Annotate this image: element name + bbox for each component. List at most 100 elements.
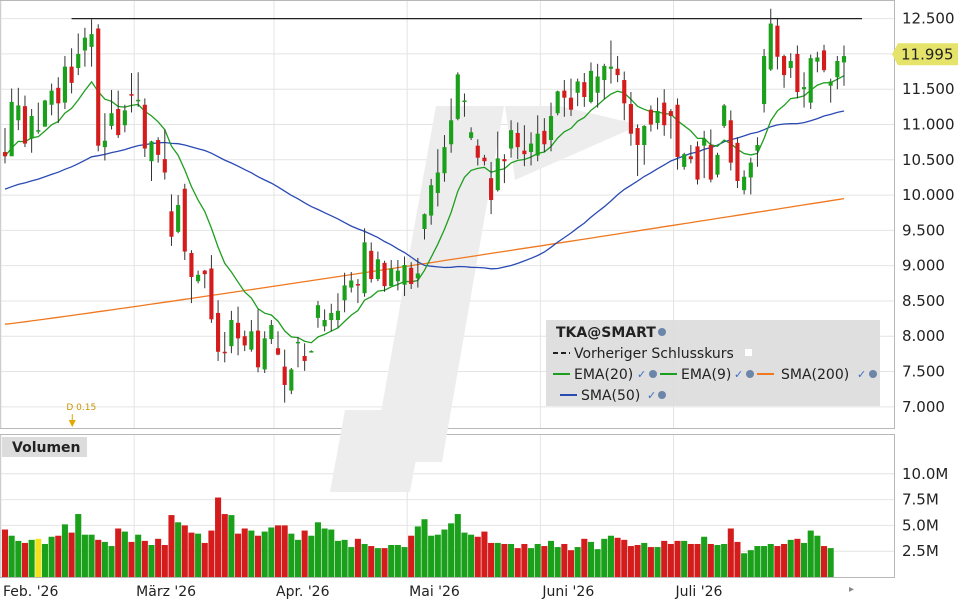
candle-body [449, 120, 454, 145]
candle-body [116, 108, 121, 136]
volume-bar [814, 535, 821, 577]
candle-body [662, 102, 667, 126]
candle-body [568, 97, 574, 110]
candle-body [355, 284, 360, 286]
candle-body [335, 310, 341, 321]
candle-body [362, 242, 367, 294]
volume-bar [781, 543, 788, 577]
candle-body [708, 144, 713, 180]
candle-body [469, 132, 474, 138]
volume-bar [634, 545, 641, 577]
volume-bar [201, 542, 208, 577]
scroll-right-icon[interactable]: ▸ [849, 584, 854, 595]
edit-icon[interactable]: ✓ [734, 369, 743, 381]
candle-body [715, 154, 720, 175]
volume-bar [581, 538, 588, 577]
candle-body [755, 144, 760, 151]
candle-body [602, 65, 607, 81]
volume-bar [761, 546, 768, 577]
candle-body [775, 25, 780, 57]
candle-body [735, 142, 740, 181]
volume-bar [674, 540, 681, 577]
settings-icon[interactable] [746, 370, 754, 378]
volume-bar [534, 543, 541, 577]
candle-body [508, 130, 514, 149]
candle-body [429, 185, 434, 216]
volume-bar [141, 540, 148, 577]
candle-body [582, 82, 587, 97]
volume-bar [394, 545, 401, 577]
volume-bar [647, 547, 654, 577]
y-tick-label: 12.500 [902, 10, 955, 28]
candle-body [655, 111, 660, 124]
volume-bar [561, 543, 568, 577]
volume-bar [820, 546, 828, 577]
x-tick-label: Juli '26 [675, 584, 723, 600]
volume-bar [215, 497, 222, 577]
volume-bar [621, 539, 628, 577]
edit-icon[interactable]: ✓ [857, 369, 866, 381]
x-tick-label: Juni '26 [541, 584, 594, 600]
dividend-marker[interactable]: D 0.15 [66, 403, 96, 428]
volume-bar [807, 530, 814, 577]
candle-body [489, 178, 494, 201]
settings-icon[interactable] [649, 370, 657, 378]
settings-icon[interactable] [869, 370, 877, 378]
candle-body [562, 90, 567, 98]
volume-bar [28, 539, 35, 577]
volume-bar [374, 548, 381, 577]
candle-body [289, 369, 294, 391]
candle-body [42, 100, 48, 127]
candle-body [315, 305, 321, 318]
volume-bar [521, 543, 528, 577]
volume-bar [428, 535, 435, 577]
candle-body [835, 60, 840, 78]
price-axis: 7.000 7.500 8.000 8.500 9.000 9.500 10.000 10.5… [902, 10, 955, 416]
candle-body [422, 214, 427, 229]
last-price-tag: 11.995 [892, 43, 958, 66]
candle-body [768, 23, 773, 70]
settings-icon[interactable] [658, 391, 666, 399]
volume-bar [661, 540, 668, 577]
candle-body [722, 105, 727, 126]
edit-icon[interactable]: ✓ [637, 369, 646, 381]
volume-bar [248, 530, 255, 577]
candle-body [349, 280, 354, 288]
candle-body [828, 81, 833, 86]
candle-body [176, 204, 181, 232]
checkbox-icon[interactable] [745, 349, 752, 356]
candle-body [555, 91, 560, 114]
volume-bar [321, 528, 328, 577]
candle-body [695, 146, 700, 180]
candle-body [29, 116, 34, 139]
volume-bar [354, 538, 361, 577]
volume-bar [261, 531, 268, 577]
candle-body [668, 111, 673, 117]
candle-body [475, 145, 480, 158]
legend-item-previous-close: Vorheriger Schlusskurs [574, 346, 734, 362]
volume-bar [274, 525, 282, 577]
candle-body [9, 101, 14, 157]
candle-body [96, 28, 101, 146]
candle-body [728, 120, 733, 163]
edit-icon[interactable]: ✓ [647, 390, 656, 402]
candle-body [322, 320, 327, 327]
volume-bar [8, 535, 15, 577]
candle-body [209, 268, 214, 320]
volume-bar [301, 530, 308, 577]
settings-icon[interactable] [658, 328, 666, 336]
candle-body [249, 331, 254, 350]
volume-bars [1, 497, 834, 577]
volume-bar [707, 543, 714, 577]
y-tick-label: 10.000 [902, 186, 955, 204]
candle-body [409, 267, 414, 285]
volume-bar [221, 514, 228, 577]
candle-body [109, 113, 114, 126]
volume-bar [787, 539, 794, 577]
volume-bar [667, 543, 674, 577]
candle-body [216, 312, 221, 352]
candle-body [841, 56, 847, 63]
volume-bar [41, 543, 48, 577]
volume-bar [627, 546, 634, 577]
volume-bar [195, 533, 202, 577]
